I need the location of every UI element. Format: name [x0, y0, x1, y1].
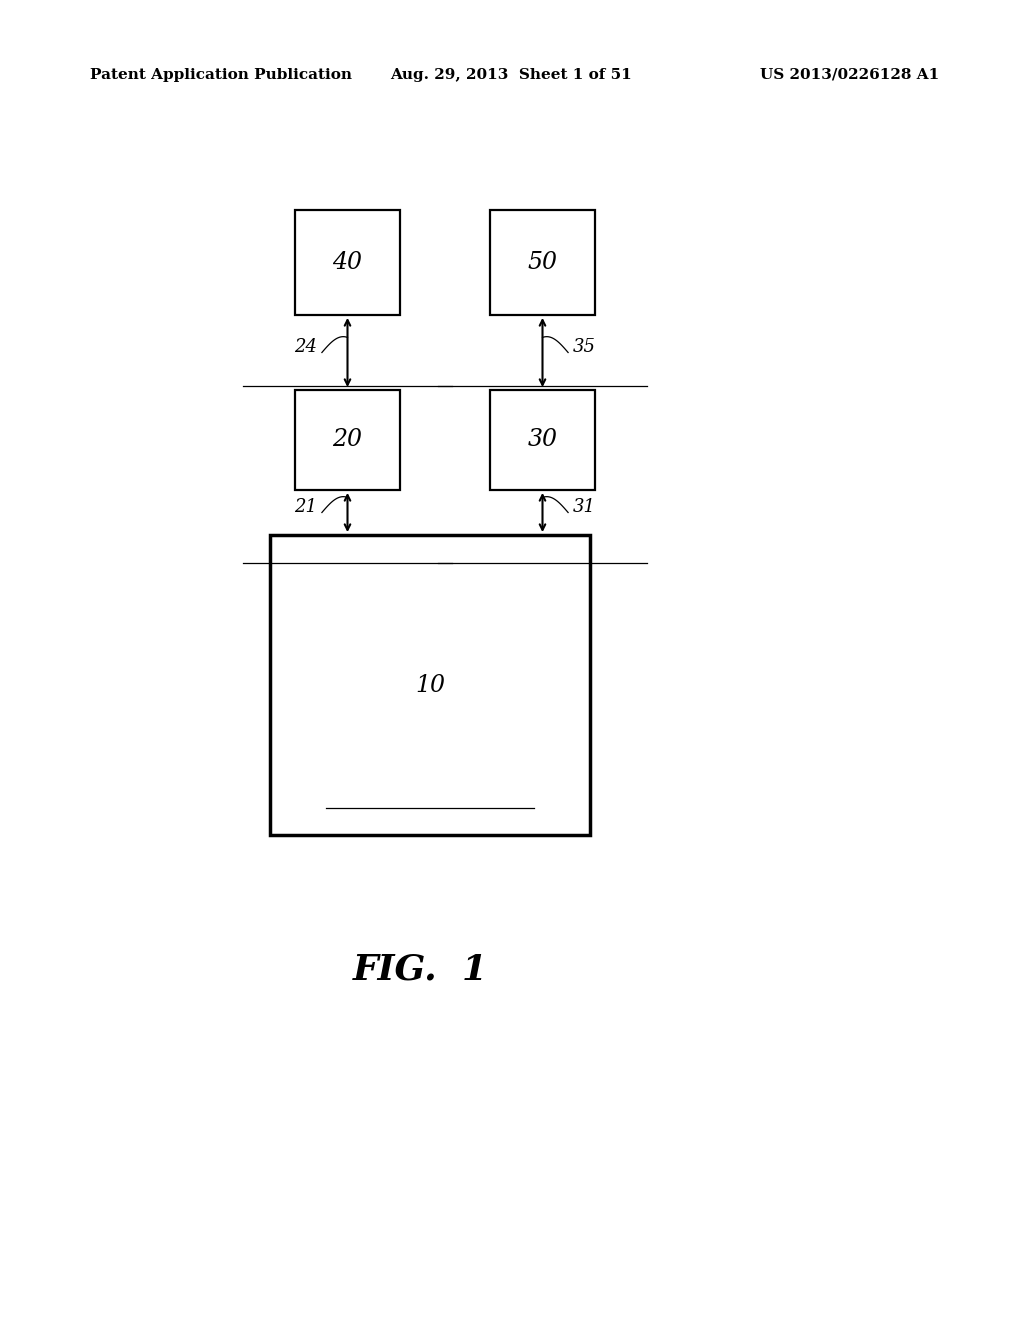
Text: 10: 10	[415, 673, 445, 697]
Bar	[270, 535, 590, 836]
Text: Patent Application Publication: Patent Application Publication	[90, 69, 352, 82]
Text: 50: 50	[527, 251, 557, 275]
Text: 21: 21	[295, 498, 317, 516]
Bar	[295, 389, 400, 490]
Bar	[490, 210, 595, 315]
Text: US 2013/0226128 A1: US 2013/0226128 A1	[760, 69, 939, 82]
Text: 30: 30	[527, 429, 557, 451]
Text: 24: 24	[295, 338, 317, 356]
Bar	[295, 210, 400, 315]
Text: 40: 40	[333, 251, 362, 275]
Text: Aug. 29, 2013  Sheet 1 of 51: Aug. 29, 2013 Sheet 1 of 51	[390, 69, 632, 82]
Text: 20: 20	[333, 429, 362, 451]
Text: 31: 31	[572, 498, 596, 516]
Text: 35: 35	[572, 338, 596, 356]
Text: FIG.  1: FIG. 1	[352, 953, 487, 987]
Bar	[490, 389, 595, 490]
